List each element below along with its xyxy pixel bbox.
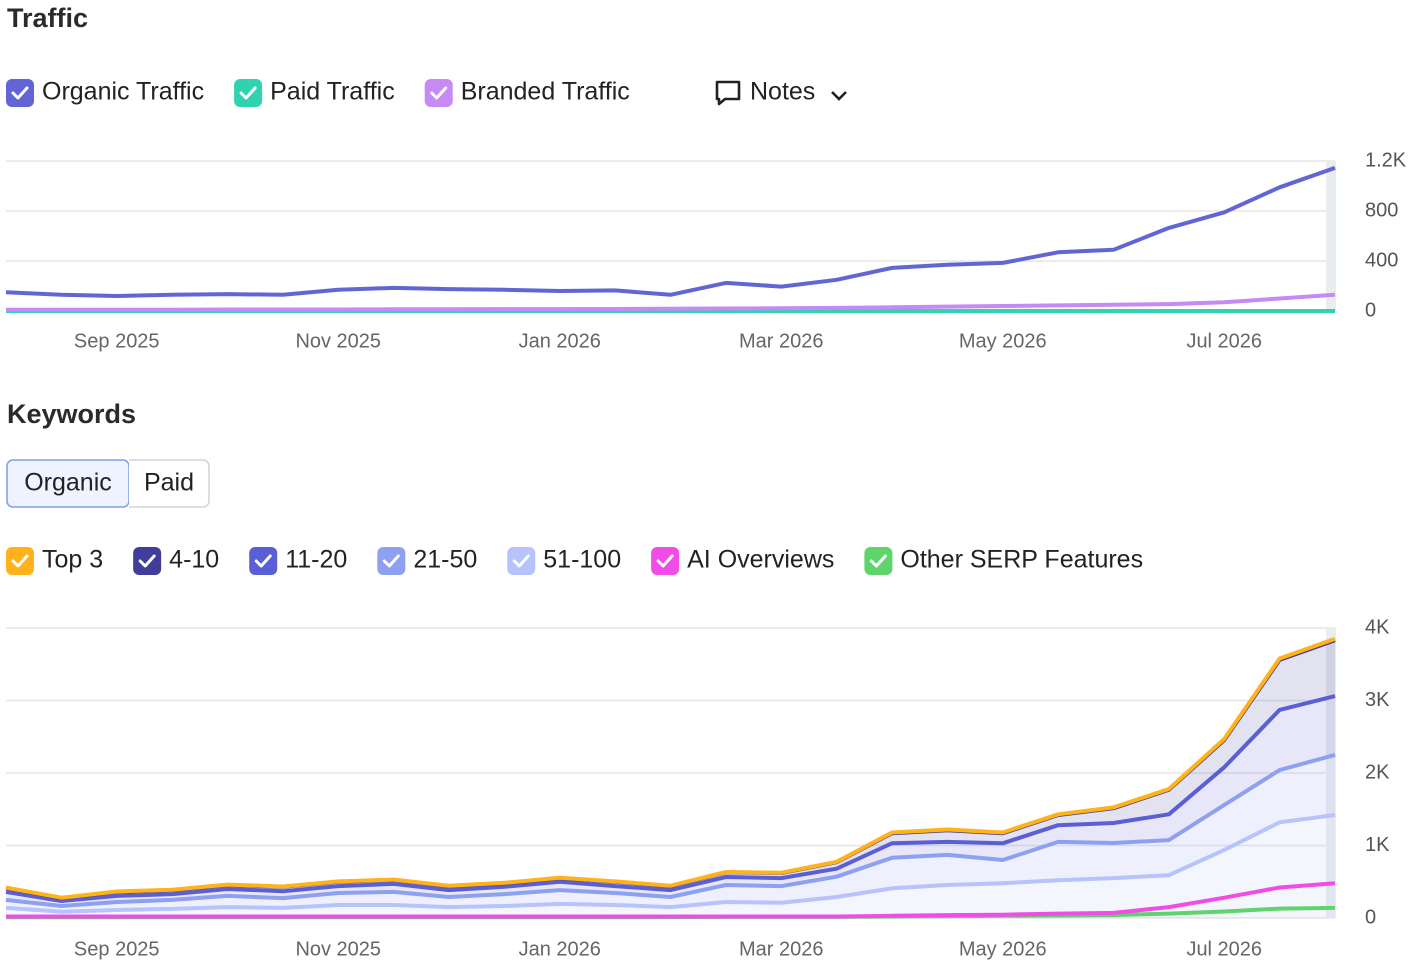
hover-band bbox=[1326, 161, 1336, 311]
line bbox=[5, 752, 1336, 908]
legend-checkbox[interactable] bbox=[377, 547, 406, 575]
area-fill bbox=[6, 640, 1335, 901]
legend-check bbox=[239, 86, 257, 100]
legend-label[interactable]: AI Overviews bbox=[687, 546, 834, 574]
legend-label[interactable]: 4-10 bbox=[169, 546, 219, 574]
legend-checkbox[interactable] bbox=[6, 79, 34, 107]
legend-checkbox[interactable] bbox=[507, 547, 536, 575]
legend-label[interactable]: Top 3 bbox=[42, 546, 103, 574]
tab-paid[interactable] bbox=[129, 459, 210, 508]
notes-button[interactable]: Notes bbox=[715, 78, 847, 106]
line bbox=[6, 881, 1336, 919]
line bbox=[5, 694, 1336, 903]
line bbox=[6, 292, 1336, 312]
legend-checkbox[interactable] bbox=[234, 79, 263, 107]
legend-check bbox=[869, 554, 887, 568]
x-tick-label: Jul 2026 bbox=[1186, 330, 1262, 352]
tab-label[interactable]: Paid bbox=[144, 469, 194, 497]
legend-label[interactable]: 11-20 bbox=[285, 546, 347, 574]
y-tick-label: 1.2K bbox=[1365, 149, 1407, 171]
legend-label[interactable]: Paid Traffic bbox=[270, 78, 395, 106]
y-tick-label: 0 bbox=[1365, 299, 1376, 321]
legend-checkbox[interactable] bbox=[864, 547, 893, 575]
legend-checkbox[interactable] bbox=[424, 79, 453, 107]
legend-check bbox=[656, 554, 674, 568]
x-tick-label: Jul 2026 bbox=[1186, 938, 1262, 960]
legend-check bbox=[430, 86, 448, 100]
legend-check bbox=[382, 554, 400, 568]
legend-check bbox=[11, 86, 29, 100]
y-tick-label: 2K bbox=[1365, 761, 1390, 783]
legend-item[interactable]: Other SERP Features bbox=[864, 546, 1143, 575]
hover-band bbox=[1326, 628, 1336, 918]
legend-check bbox=[138, 554, 156, 568]
legend-item[interactable]: 51-100 bbox=[507, 546, 621, 575]
line bbox=[5, 166, 1336, 298]
x-tick-label: Sep 2025 bbox=[74, 938, 160, 960]
legend-label[interactable]: Other SERP Features bbox=[900, 546, 1143, 574]
legend-item[interactable]: Organic Traffic bbox=[6, 78, 204, 107]
tab-label[interactable]: Organic bbox=[24, 469, 112, 497]
legend-checkbox[interactable] bbox=[133, 547, 162, 575]
chart-title: Keywords bbox=[7, 399, 136, 429]
legend-label[interactable]: 21-50 bbox=[413, 546, 477, 574]
x-tick-label: Jan 2026 bbox=[519, 938, 601, 960]
legend-item[interactable]: AI Overviews bbox=[651, 546, 834, 575]
notes-label[interactable]: Notes bbox=[750, 78, 815, 106]
legend-check bbox=[512, 554, 530, 568]
keyword-tabs: Organic Paid bbox=[6, 459, 210, 508]
legend-item[interactable]: 21-50 bbox=[377, 546, 477, 575]
chart-title: Traffic bbox=[7, 3, 88, 33]
y-tick-label: 400 bbox=[1365, 249, 1398, 271]
y-tick-label: 800 bbox=[1365, 199, 1398, 221]
y-tick-label: 3K bbox=[1365, 689, 1390, 711]
x-tick-label: Mar 2026 bbox=[739, 330, 824, 352]
legend-item[interactable]: Branded Traffic bbox=[424, 78, 630, 107]
legend-checkbox[interactable] bbox=[249, 547, 278, 575]
x-tick-label: May 2026 bbox=[959, 938, 1047, 960]
x-tick-label: Nov 2025 bbox=[295, 938, 381, 960]
line bbox=[5, 813, 1336, 914]
legend-checkbox[interactable] bbox=[6, 547, 34, 575]
y-tick-label: 1K bbox=[1365, 834, 1390, 856]
legend-item[interactable]: Top 3 bbox=[6, 546, 103, 575]
x-tick-label: May 2026 bbox=[959, 330, 1047, 352]
x-tick-label: Sep 2025 bbox=[74, 330, 160, 352]
legend-item[interactable]: 4-10 bbox=[133, 546, 219, 575]
line bbox=[5, 637, 1336, 900]
legend-label[interactable]: Organic Traffic bbox=[42, 78, 204, 106]
area-fill bbox=[6, 815, 1335, 918]
y-tick-label: 4K bbox=[1365, 616, 1390, 638]
notes-icon bbox=[715, 80, 741, 106]
legend-check bbox=[254, 554, 272, 568]
area-fill bbox=[6, 696, 1335, 906]
legend-item[interactable]: 11-20 bbox=[249, 546, 347, 575]
legend-check bbox=[11, 554, 29, 568]
x-tick-label: Nov 2025 bbox=[295, 330, 381, 352]
area-fill bbox=[6, 754, 1335, 912]
y-tick-label: 0 bbox=[1365, 906, 1376, 928]
x-tick-label: Jan 2026 bbox=[519, 330, 601, 352]
legend-item[interactable]: Paid Traffic bbox=[234, 78, 395, 107]
legend-label[interactable]: Branded Traffic bbox=[461, 78, 630, 106]
legend-checkbox[interactable] bbox=[651, 547, 680, 575]
x-tick-label: Mar 2026 bbox=[739, 938, 824, 960]
notes-chevron bbox=[831, 91, 847, 101]
legend-label[interactable]: 51-100 bbox=[543, 546, 621, 574]
